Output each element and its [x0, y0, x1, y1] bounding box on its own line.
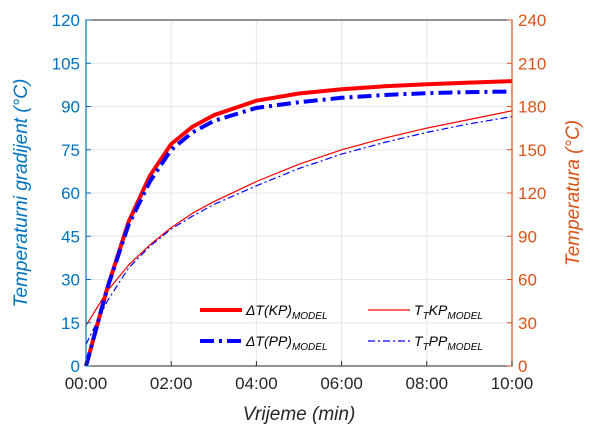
- left-y-axis: 0 15 30 45 60 75 90 105 120: [52, 11, 91, 376]
- x-tick-label: 08:00: [406, 374, 449, 393]
- right-tick-label: 210: [518, 54, 546, 73]
- left-tick-label: 30: [61, 271, 80, 290]
- right-tick-label: 0: [518, 357, 527, 376]
- left-tick-label: 105: [52, 54, 80, 73]
- right-tick-label: 150: [518, 141, 546, 160]
- right-tick-label: 240: [518, 11, 546, 30]
- left-tick-label: 15: [61, 314, 80, 333]
- left-tick-label: 60: [61, 184, 80, 203]
- x-tick-label: 00:00: [65, 374, 108, 393]
- series-lines: [84, 79, 513, 367]
- left-tick-label: 120: [52, 11, 80, 30]
- legend-label-0: ΔT(KP)MODEL: [245, 302, 328, 322]
- grid-lines: [85, 19, 513, 367]
- legend: ΔT(KP)MODEL ΔT(PP)MODEL TTKPMODEL TTPPMODEL: [200, 302, 483, 353]
- right-y-axis: 0 30 60 90 120 150 180 210 240: [507, 11, 546, 376]
- x-axis: 00:00 02:00 04:00 06:00 08:00 10:00: [65, 361, 534, 393]
- series-line-0: [84, 79, 513, 367]
- left-tick-label: 0: [71, 357, 80, 376]
- x-tick-label: 06:00: [320, 374, 363, 393]
- x-axis-title: Vrijeme (min): [243, 404, 356, 425]
- legend-label-2: TTKPMODEL: [414, 302, 483, 322]
- right-tick-label: 60: [518, 271, 537, 290]
- right-tick-label: 180: [518, 98, 546, 117]
- x-tick-label: 04:00: [235, 374, 278, 393]
- x-tick-label: 02:00: [150, 374, 193, 393]
- right-tick-label: 120: [518, 184, 546, 203]
- series-line-1: [84, 89, 513, 367]
- series-line-2: [85, 110, 513, 326]
- right-y-axis-title: Temperatura (°C): [563, 120, 584, 266]
- right-tick-label: 90: [518, 227, 537, 246]
- left-tick-label: 75: [61, 141, 80, 160]
- legend-label-3: TTPPMODEL: [414, 333, 483, 353]
- left-tick-label: 45: [61, 227, 80, 246]
- right-tick-label: 30: [518, 314, 537, 333]
- left-y-axis-title: Temperaturni gradijent (°C): [11, 79, 32, 308]
- legend-label-1: ΔT(PP)MODEL: [245, 333, 328, 353]
- x-tick-label: 10:00: [491, 374, 534, 393]
- left-tick-label: 90: [61, 98, 80, 117]
- series-line-3: [85, 116, 513, 345]
